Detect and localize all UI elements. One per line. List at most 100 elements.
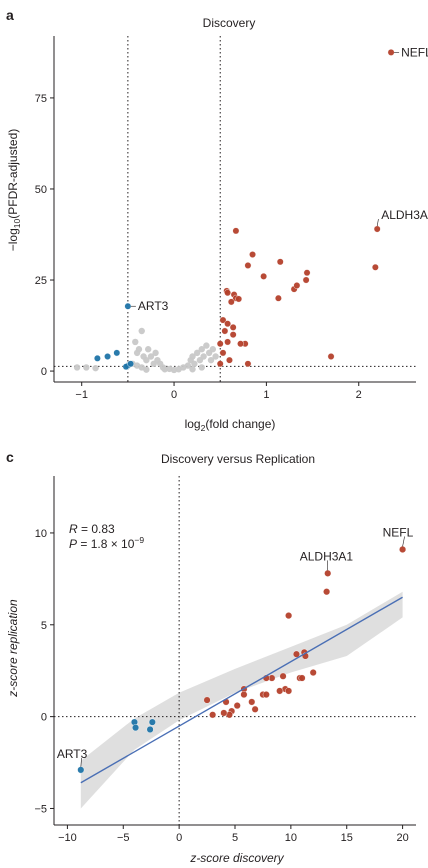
x-tick-label: 1 (263, 389, 269, 401)
data-point-down (146, 725, 154, 733)
a-ylabel-post: (PFDR-adjusted) (6, 129, 20, 219)
panel-a-y-axis-label: −log10(PFDR-adjusted) (6, 129, 22, 252)
data-point-up (279, 672, 287, 680)
data-point-down (127, 360, 135, 368)
panel-c-label: c (6, 449, 14, 465)
data-point-up (220, 709, 228, 717)
point-label: NEFL (383, 525, 414, 539)
panel-c-y-axis-label: z-score replication (6, 599, 20, 698)
data-point-down (124, 302, 132, 310)
panel-c-x-axis-label: z-score discovery (189, 851, 284, 865)
label-leader (80, 757, 82, 767)
data-point-ns (207, 356, 215, 364)
data-point-down (94, 354, 101, 362)
data-point-down (148, 718, 156, 726)
data-point-up (221, 327, 229, 335)
y-tick-label: 5 (41, 620, 47, 632)
x-tick-label: −5 (117, 832, 130, 844)
data-point-up (371, 263, 379, 271)
data-point-ns (191, 360, 198, 367)
data-point-up (226, 356, 233, 364)
data-point-ns (198, 346, 205, 353)
a-ylabel-sub: 10 (12, 219, 22, 229)
data-point-up (248, 698, 256, 706)
data-point-up (244, 262, 252, 269)
data-point-ns (209, 346, 217, 353)
data-point-ns (92, 364, 99, 372)
stat-r-label: R (69, 522, 78, 536)
a-ylabel-pre: −log (6, 228, 20, 251)
data-point-up (232, 227, 240, 235)
data-point-up (229, 331, 237, 339)
y-tick-label: 25 (35, 275, 47, 287)
panel-c: c Discovery versus Replication −10 −5 0 5 10… (6, 449, 416, 865)
y-tick-label: 0 (41, 712, 47, 724)
data-point-up (233, 702, 241, 710)
data-point-down (77, 766, 85, 774)
point-label: NEFL (401, 45, 428, 59)
x-tick-label: −10 (58, 832, 77, 844)
data-point-up (275, 294, 282, 302)
data-point-up (327, 353, 335, 360)
data-point-ns (147, 353, 155, 360)
data-point-ns (189, 366, 196, 373)
data-point-down (104, 353, 111, 360)
data-point-ns (198, 364, 205, 371)
data-point-up (309, 669, 317, 677)
stat-p: P = 1.8 × 10−9 (69, 535, 144, 551)
x-tick-label: −1 (75, 389, 88, 401)
data-point-up (219, 316, 227, 324)
data-point-up (235, 295, 243, 303)
y-tick-label: 0 (41, 366, 47, 378)
data-point-ns (138, 327, 145, 335)
data-point-up (240, 691, 248, 699)
data-point-ns (83, 364, 90, 371)
data-point-up (292, 650, 300, 658)
panel-a-label: a (6, 7, 14, 23)
data-point-ns (200, 353, 207, 360)
data-point-ns (203, 342, 210, 349)
data-point-up (324, 569, 332, 577)
data-point-ns (161, 366, 169, 373)
data-point-up (285, 687, 293, 695)
data-point-ns (143, 366, 150, 373)
data-point-up (229, 323, 237, 331)
data-point-ns (132, 338, 139, 346)
data-point-ns (73, 364, 81, 371)
x-tick-label: 20 (396, 832, 408, 844)
y-tick-label: −5 (34, 803, 47, 815)
data-point-up (203, 696, 211, 704)
data-point-up (227, 298, 235, 306)
data-point-up (293, 282, 301, 289)
data-point-ns (189, 353, 196, 360)
regression-line (80, 596, 403, 784)
data-point-up (216, 340, 224, 348)
a-xlabel-pre: log (185, 417, 201, 431)
y-tick-label: 50 (35, 184, 47, 196)
data-point-ns (135, 346, 143, 353)
confidence-band (80, 591, 403, 809)
x-tick-label: 10 (285, 832, 297, 844)
data-point-ns (212, 353, 219, 360)
data-point-up (387, 48, 395, 56)
data-point-down (132, 724, 140, 732)
x-tick-label: 0 (171, 389, 177, 401)
a-xlabel-sub: 2 (201, 423, 206, 433)
data-point-up (399, 545, 407, 553)
data-point-up (302, 276, 310, 284)
data-point-up (262, 691, 270, 699)
point-label: ART3 (138, 299, 169, 313)
y-tick-label: 10 (35, 528, 47, 540)
data-point-down (113, 349, 121, 357)
label-leader (376, 218, 379, 227)
stat-r: R = 0.83 (69, 522, 115, 536)
data-point-ns (143, 356, 150, 364)
x-tick-label: 2 (356, 389, 362, 401)
data-point-up (303, 269, 311, 277)
data-point-ns (144, 346, 152, 353)
point-label: ALDH3A1 (381, 208, 428, 222)
data-point-up (251, 705, 259, 713)
data-point-up (219, 349, 227, 357)
panel-a-title: Discovery (203, 16, 256, 30)
